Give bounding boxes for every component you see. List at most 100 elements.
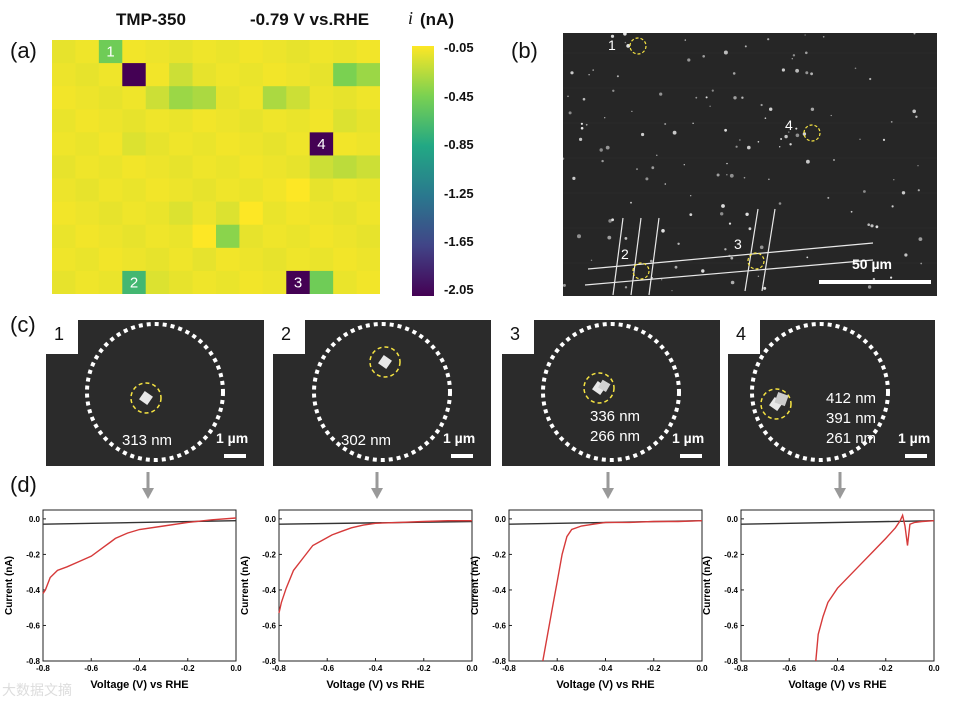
overview-particle <box>623 33 627 36</box>
overview-particle <box>721 204 725 208</box>
overview-particle <box>859 138 861 140</box>
overview-particle <box>920 262 923 265</box>
x-tick-label: -0.2 <box>181 664 195 673</box>
heatmap-cell <box>239 178 264 203</box>
overview-particle <box>802 132 807 136</box>
heatmap-cell <box>333 270 358 294</box>
overview-particle <box>563 283 566 287</box>
overview-particle <box>850 210 853 213</box>
y-tick-label: -0.2 <box>262 550 276 559</box>
heatmap-cell <box>75 132 100 156</box>
heatmap-cell <box>216 109 240 133</box>
heatmap-cell <box>333 109 358 133</box>
iv-chart-3: -0.8 -0.6 -0.4 -0.2 0.0 0.0 -0.2 -0.4 -0.6 -0.8 Vo… <box>470 509 708 691</box>
overview-particle <box>724 128 727 132</box>
heatmap-cell <box>75 224 100 249</box>
heatmap-cell <box>122 155 147 180</box>
overview-particle <box>616 75 619 78</box>
overview-particle <box>607 235 612 240</box>
heatmap-cell <box>192 201 217 226</box>
heatmap-cell <box>169 270 194 294</box>
heatmap-cell <box>216 201 240 226</box>
overview-particle <box>701 269 705 273</box>
overview-label-3: 3 <box>734 236 742 252</box>
overview-particle <box>917 165 919 167</box>
current-symbol: i <box>408 8 414 28</box>
overview-label-2: 2 <box>621 246 629 262</box>
heatmap-cell <box>286 224 311 249</box>
overview-particle <box>624 41 627 44</box>
heatmap-cell <box>262 270 287 294</box>
heatmap-cell <box>98 224 123 249</box>
heatmap-cell <box>145 270 170 294</box>
heatmap-cell <box>145 86 170 110</box>
heatmap-cell <box>169 63 194 87</box>
overview-particle <box>730 280 735 285</box>
overview-particle <box>757 275 760 277</box>
closeup-index: 1 <box>46 320 78 354</box>
overview-scale-bar <box>819 280 931 284</box>
overview-particle <box>659 92 663 96</box>
overview-particle <box>891 205 894 208</box>
panel-label-c: (c) <box>10 312 36 337</box>
overview-particle <box>743 176 746 179</box>
overview-particle <box>757 141 760 143</box>
overview-particle <box>810 107 815 112</box>
heatmap-cell <box>239 201 264 226</box>
overview-particle <box>904 253 908 257</box>
overview-particle <box>572 176 576 180</box>
overview-particle <box>661 229 665 233</box>
overview-particle <box>626 44 631 48</box>
heatmap-cell <box>52 40 76 64</box>
heatmap-cell <box>262 109 287 133</box>
overview-particle <box>854 67 857 70</box>
overview-particle <box>631 110 633 112</box>
heatmap-cell <box>169 178 194 203</box>
x-tick-label: -0.6 <box>550 664 564 673</box>
overview-marker-1[interactable] <box>629 37 647 55</box>
heatmap-cell <box>333 40 358 64</box>
overview-particle <box>890 276 893 279</box>
heatmap-cell <box>192 132 217 156</box>
x-tick-label: 0.0 <box>466 664 478 673</box>
heatmap-cell <box>122 109 147 133</box>
heatmap-cell <box>75 178 100 203</box>
heatmap-cell <box>122 178 147 203</box>
overview-particle <box>726 162 728 165</box>
overview-particle <box>590 259 593 261</box>
closeup-index: 3 <box>502 320 534 354</box>
heatmap-cell <box>262 40 287 64</box>
overview-particle <box>592 69 594 71</box>
overview-particle <box>863 190 866 193</box>
heatmap-cell <box>145 178 170 203</box>
overview-particle <box>672 130 677 135</box>
overview-particle <box>724 248 727 251</box>
heatmap-cell <box>216 63 240 87</box>
overview-particle <box>729 173 734 178</box>
particle-size-label: 412 nm <box>826 390 877 407</box>
heatmap-cell <box>309 40 334 64</box>
overview-marker-2[interactable] <box>632 262 650 280</box>
heatmap-cell <box>52 63 76 87</box>
heatmap-cell <box>169 224 194 249</box>
x-tick-label: -0.8 <box>272 664 286 673</box>
overview-particle <box>745 212 749 216</box>
sem-closeup-1: 1 313 nm 1 µm <box>46 320 264 466</box>
overview-particle <box>611 218 614 222</box>
series-particle-4 <box>815 513 935 662</box>
iv-chart-2: -0.8 -0.6 -0.4 -0.2 0.0 0.0 -0.2 -0.4 -0.6 -0.8 Vo… <box>240 509 478 691</box>
overview-marker-4[interactable] <box>803 124 821 142</box>
heatmap-cell <box>239 40 264 64</box>
overview-particle <box>789 143 792 146</box>
overview-particle <box>822 36 825 38</box>
x-axis-label: Voltage (V) vs RHE <box>90 679 188 691</box>
heatmap-cell <box>333 224 358 249</box>
heatmap-cell <box>286 132 311 156</box>
x-tick-label: 0.0 <box>928 664 940 673</box>
heatmap-cell <box>216 86 240 110</box>
heatmap-cell <box>216 270 240 294</box>
y-tick-label: -0.4 <box>724 586 738 595</box>
overview-marker-3[interactable] <box>747 252 765 270</box>
heatmap-cell <box>98 270 123 294</box>
heatmap-cell-label: 3 <box>294 274 302 291</box>
